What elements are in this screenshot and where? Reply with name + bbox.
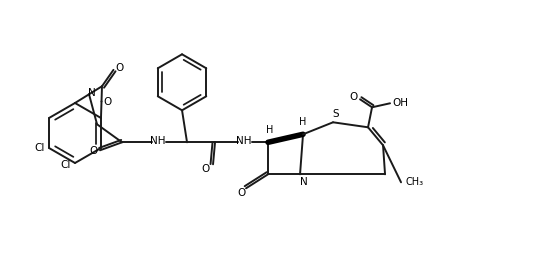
Text: Cl: Cl: [35, 143, 45, 153]
Text: O: O: [237, 188, 245, 198]
Text: Cl: Cl: [60, 160, 71, 170]
Text: N: N: [300, 177, 308, 187]
Text: O: O: [201, 164, 209, 174]
Text: OH: OH: [392, 98, 408, 108]
Text: O: O: [103, 98, 111, 107]
Text: H: H: [266, 125, 274, 135]
Text: O: O: [89, 146, 97, 156]
Text: N: N: [88, 88, 96, 98]
Text: NH: NH: [150, 136, 166, 146]
Text: O: O: [115, 63, 124, 73]
Text: NH: NH: [236, 136, 252, 146]
Text: H: H: [299, 117, 307, 127]
Text: O: O: [349, 92, 357, 102]
Text: CH₃: CH₃: [406, 177, 424, 187]
Text: S: S: [333, 109, 339, 119]
